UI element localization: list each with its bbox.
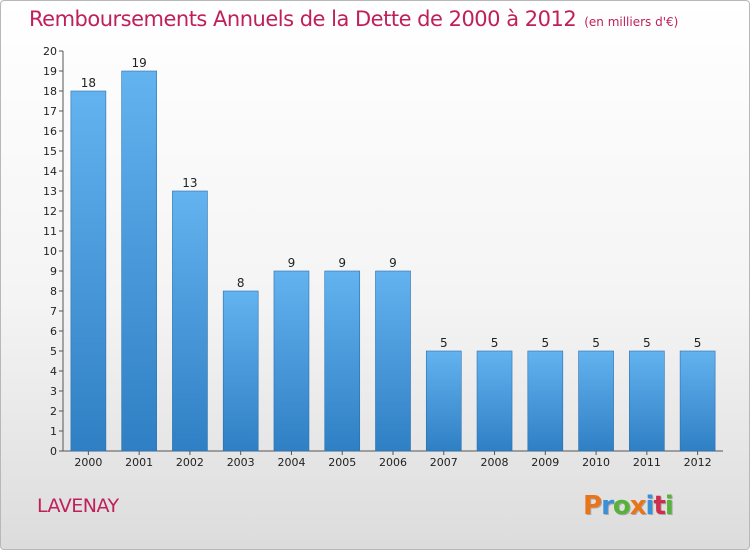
y-tick-label: 17 xyxy=(43,105,57,118)
chart-title-text: Remboursements Annuels de la Dette de 20… xyxy=(29,7,577,31)
y-tick-label: 0 xyxy=(50,445,57,458)
bar-2005 xyxy=(324,270,361,452)
x-tick-label-2005: 2005 xyxy=(328,456,356,469)
data-label-2009: 5 xyxy=(541,336,549,350)
y-tick-label: 14 xyxy=(43,165,57,178)
x-tick-label-2008: 2008 xyxy=(481,456,509,469)
x-tick-label-2004: 2004 xyxy=(277,456,305,469)
bar-2006 xyxy=(375,270,411,452)
bar-2011 xyxy=(629,350,665,452)
y-tick-label: 15 xyxy=(43,145,57,158)
y-tick-label: 13 xyxy=(43,185,57,198)
x-tick-label-2001: 2001 xyxy=(125,456,153,469)
bar-2004 xyxy=(273,270,310,452)
y-tick-label: 20 xyxy=(43,45,57,58)
place-name: LAVENAY xyxy=(37,495,119,517)
logo-letter: P xyxy=(583,491,602,521)
logo-letter: i xyxy=(645,491,655,521)
logo-letter: i xyxy=(664,491,674,521)
y-tick-label: 11 xyxy=(43,225,57,238)
y-tick-label: 5 xyxy=(50,345,57,358)
data-labels: 18 19 13 8 9 9 9 5 5 5 5 5 5 xyxy=(81,56,702,350)
data-label-2010: 5 xyxy=(592,336,600,350)
x-tick-label-2007: 2007 xyxy=(430,456,458,469)
y-tick-label: 7 xyxy=(50,305,57,318)
data-label-2011: 5 xyxy=(643,336,651,350)
y-tick-label: 2 xyxy=(50,405,57,418)
x-tick-label-2009: 2009 xyxy=(531,456,559,469)
x-tick-label-2010: 2010 xyxy=(582,456,610,469)
data-label-2003: 8 xyxy=(237,276,245,290)
bar-2003 xyxy=(222,290,259,452)
logo-letter: r xyxy=(601,491,614,521)
chart-title: Remboursements Annuels de la Dette de 20… xyxy=(29,7,678,31)
x-tick-label-2011: 2011 xyxy=(633,456,661,469)
y-tick-label: 1 xyxy=(50,425,57,438)
data-label-2001: 19 xyxy=(132,56,147,70)
bar-2002 xyxy=(172,190,208,452)
data-label-2002: 13 xyxy=(182,176,197,190)
logo-letter: o xyxy=(612,491,631,521)
y-tick-label: 8 xyxy=(50,285,57,298)
bar-2010 xyxy=(578,350,614,452)
data-label-2000: 18 xyxy=(81,76,96,90)
x-tick-label-2000: 2000 xyxy=(74,456,102,469)
y-tick-label: 9 xyxy=(50,265,57,278)
x-tick-label-2002: 2002 xyxy=(176,456,204,469)
bars xyxy=(70,70,716,452)
bar-2001 xyxy=(121,70,157,452)
data-label-2007: 5 xyxy=(440,336,448,350)
chart-unit: (en milliers d'€) xyxy=(584,15,679,29)
data-label-2005: 9 xyxy=(338,256,346,270)
y-tick-label: 16 xyxy=(43,125,57,138)
bar-2007 xyxy=(425,350,462,452)
y-tick-label: 12 xyxy=(43,205,57,218)
y-tick-label: 3 xyxy=(50,385,57,398)
data-label-2008: 5 xyxy=(491,336,499,350)
data-label-2004: 9 xyxy=(288,256,296,270)
logo-letter: t xyxy=(653,491,665,521)
proxiti-logo: Proxiti xyxy=(583,491,674,521)
data-label-2012: 5 xyxy=(694,336,702,350)
y-tick-label: 18 xyxy=(43,85,57,98)
logo-letter: x xyxy=(629,491,647,521)
x-tick-label-2012: 2012 xyxy=(684,456,712,469)
x-tick-label-2003: 2003 xyxy=(227,456,255,469)
data-label-2006: 9 xyxy=(389,256,397,270)
bar-2009 xyxy=(527,350,564,452)
x-tick-label-2006: 2006 xyxy=(379,456,407,469)
y-tick-label: 4 xyxy=(50,365,57,378)
y-tick-label: 6 xyxy=(50,325,57,338)
bar-2012 xyxy=(679,350,716,452)
y-tick-label: 19 xyxy=(43,65,57,78)
bar-2008 xyxy=(476,350,513,452)
bar-2000 xyxy=(70,90,107,452)
y-tick-label: 10 xyxy=(43,245,57,258)
